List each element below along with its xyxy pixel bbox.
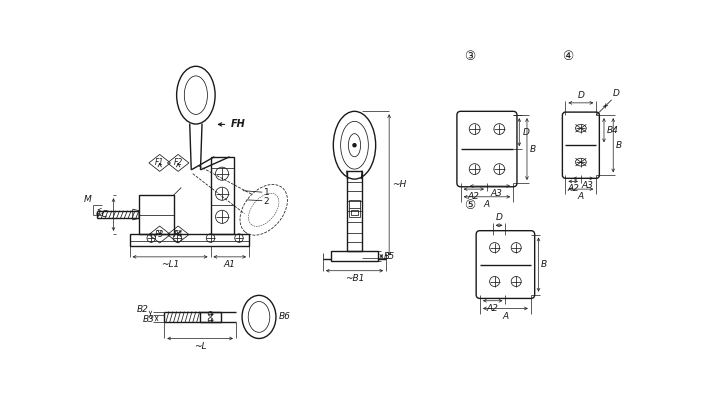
- Text: ~H: ~H: [393, 180, 406, 189]
- Text: A3: A3: [491, 189, 502, 198]
- Text: B: B: [541, 260, 547, 269]
- Text: D: D: [613, 89, 620, 98]
- Text: A1: A1: [224, 260, 236, 269]
- Text: 1: 1: [264, 188, 270, 197]
- Text: A: A: [578, 192, 584, 201]
- Text: F2: F2: [174, 158, 182, 167]
- Text: B5: B5: [384, 252, 395, 261]
- Text: B4: B4: [606, 126, 618, 135]
- Text: A2: A2: [468, 192, 480, 201]
- Text: D: D: [577, 91, 585, 100]
- Text: A3: A3: [581, 182, 593, 191]
- Text: B2: B2: [137, 305, 149, 314]
- Text: B3: B3: [143, 315, 155, 324]
- Text: ④: ④: [562, 50, 574, 63]
- Text: ~L1: ~L1: [161, 260, 179, 269]
- Text: 2: 2: [264, 197, 269, 206]
- Text: ⑤: ⑤: [465, 199, 475, 212]
- Text: A: A: [502, 312, 508, 321]
- Text: B: B: [616, 141, 622, 150]
- Text: M: M: [84, 195, 91, 204]
- Text: ~L: ~L: [194, 341, 206, 350]
- Text: B6: B6: [279, 313, 291, 322]
- Text: B: B: [530, 144, 537, 153]
- Circle shape: [353, 144, 356, 147]
- Text: A2: A2: [487, 304, 499, 313]
- Text: D: D: [523, 128, 529, 137]
- Text: ~B1: ~B1: [345, 274, 364, 283]
- Text: ③: ③: [465, 50, 475, 63]
- Text: A: A: [484, 200, 490, 209]
- Text: F1: F1: [155, 158, 164, 167]
- Text: D: D: [496, 213, 502, 222]
- Text: FH: FH: [230, 120, 245, 129]
- Text: A2: A2: [567, 184, 579, 193]
- Text: ~C: ~C: [95, 210, 108, 219]
- Text: F3: F3: [155, 230, 164, 239]
- Text: F4: F4: [174, 230, 182, 239]
